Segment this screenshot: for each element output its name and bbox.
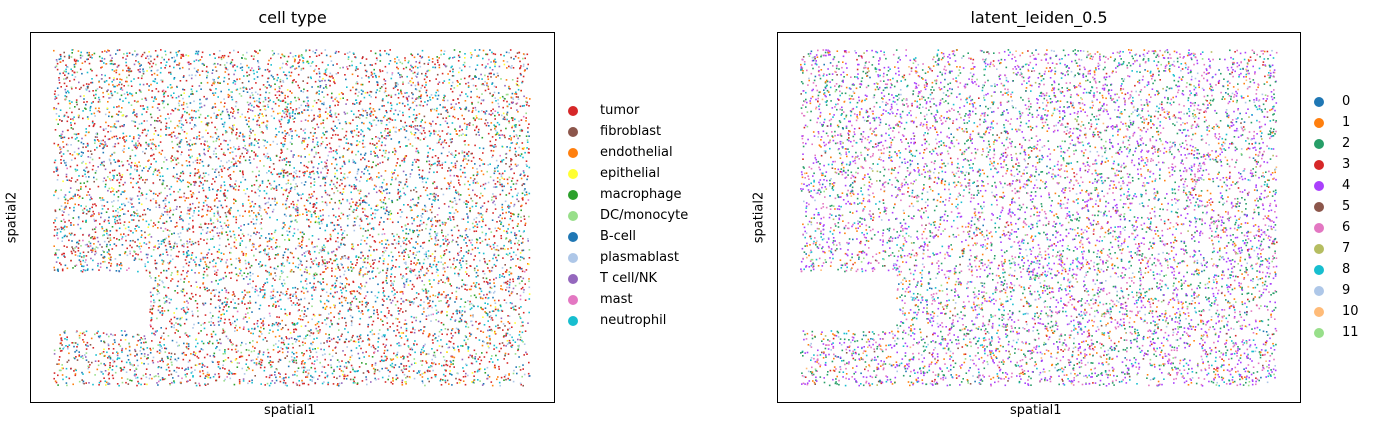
legend-marker xyxy=(1314,138,1324,149)
scatter-area xyxy=(800,49,1278,387)
legend-label: 5 xyxy=(1342,199,1351,214)
legend-item: 0 xyxy=(1314,91,1359,112)
legend-item: tumor xyxy=(568,100,688,121)
scatter-points xyxy=(800,49,1278,387)
legend-marker xyxy=(568,168,578,179)
chart-title: latent_leiden_0.5 xyxy=(970,8,1108,27)
x-axis-label: spatial1 xyxy=(264,403,316,418)
legend-label: 6 xyxy=(1342,220,1351,235)
legend-marker xyxy=(1314,285,1324,296)
legend-label: 10 xyxy=(1342,304,1359,319)
legend-marker xyxy=(1314,264,1324,275)
legend-label: macrophage xyxy=(600,187,682,202)
legend-item: 5 xyxy=(1314,196,1359,217)
scatter-points xyxy=(53,49,531,387)
legend-label: B-cell xyxy=(600,229,636,244)
legend-label: 2 xyxy=(1342,136,1351,151)
chart-title: cell type xyxy=(258,8,327,27)
legend-label: fibroblast xyxy=(600,124,662,139)
legend: tumor fibroblast endothelial epithelial macr… xyxy=(568,100,688,331)
legend-marker xyxy=(568,294,578,305)
legend-item: neutrophil xyxy=(568,310,688,331)
plot-frame xyxy=(777,32,1301,403)
legend-marker xyxy=(1314,180,1324,191)
legend-marker xyxy=(1314,306,1324,317)
legend-label: epithelial xyxy=(600,166,660,181)
legend-label: 1 xyxy=(1342,115,1351,130)
legend-label: 0 xyxy=(1342,94,1351,109)
legend-marker xyxy=(1314,222,1324,233)
legend-label: mast xyxy=(600,292,633,307)
legend-label: 11 xyxy=(1342,325,1359,340)
legend-marker xyxy=(568,189,578,200)
legend-label: 4 xyxy=(1342,178,1351,193)
legend-label: plasmablast xyxy=(600,250,679,265)
legend-marker xyxy=(568,252,578,263)
legend-item: 9 xyxy=(1314,280,1359,301)
y-axis-label: spatial2 xyxy=(4,191,20,244)
legend-item: 3 xyxy=(1314,154,1359,175)
legend-marker xyxy=(568,210,578,221)
legend-label: 8 xyxy=(1342,262,1351,277)
legend-item: 10 xyxy=(1314,301,1359,322)
plot-frame xyxy=(30,32,555,403)
legend-marker xyxy=(1314,117,1324,128)
legend-marker xyxy=(1314,243,1324,254)
legend-item: T cell/NK xyxy=(568,268,688,289)
legend-marker xyxy=(568,105,578,116)
scatter-area xyxy=(53,49,531,387)
legend-marker xyxy=(1314,327,1324,338)
legend-label: 7 xyxy=(1342,241,1351,256)
legend-item: epithelial xyxy=(568,163,688,184)
legend-marker xyxy=(1314,201,1324,212)
legend-marker xyxy=(568,273,578,284)
legend-item: fibroblast xyxy=(568,121,688,142)
legend: 0 1 2 3 4 5 6 7 8 9 10 11 xyxy=(1314,91,1359,343)
legend-marker xyxy=(568,231,578,242)
legend-label: T cell/NK xyxy=(600,271,658,286)
legend-item: 6 xyxy=(1314,217,1359,238)
legend-label: DC/monocyte xyxy=(600,208,689,223)
legend-item: 7 xyxy=(1314,238,1359,259)
legend-item: 4 xyxy=(1314,175,1359,196)
legend-label: endothelial xyxy=(600,145,673,160)
x-axis-label: spatial1 xyxy=(1010,403,1062,418)
legend-item: endothelial xyxy=(568,142,688,163)
legend-item: B-cell xyxy=(568,226,688,247)
legend-item: 1 xyxy=(1314,112,1359,133)
legend-item: 2 xyxy=(1314,133,1359,154)
legend-label: 9 xyxy=(1342,283,1351,298)
y-axis-label: spatial2 xyxy=(751,191,767,244)
legend-item: macrophage xyxy=(568,184,688,205)
legend-label: neutrophil xyxy=(600,313,667,328)
legend-label: tumor xyxy=(600,103,640,118)
legend-marker xyxy=(568,126,578,137)
legend-label: 3 xyxy=(1342,157,1351,172)
legend-marker xyxy=(568,147,578,158)
legend-item: 8 xyxy=(1314,259,1359,280)
legend-item: DC/monocyte xyxy=(568,205,688,226)
legend-marker xyxy=(1314,96,1324,107)
legend-marker xyxy=(1314,159,1324,170)
legend-item: 11 xyxy=(1314,322,1359,343)
legend-item: plasmablast xyxy=(568,247,688,268)
legend-item: mast xyxy=(568,289,688,310)
legend-marker xyxy=(568,315,578,326)
